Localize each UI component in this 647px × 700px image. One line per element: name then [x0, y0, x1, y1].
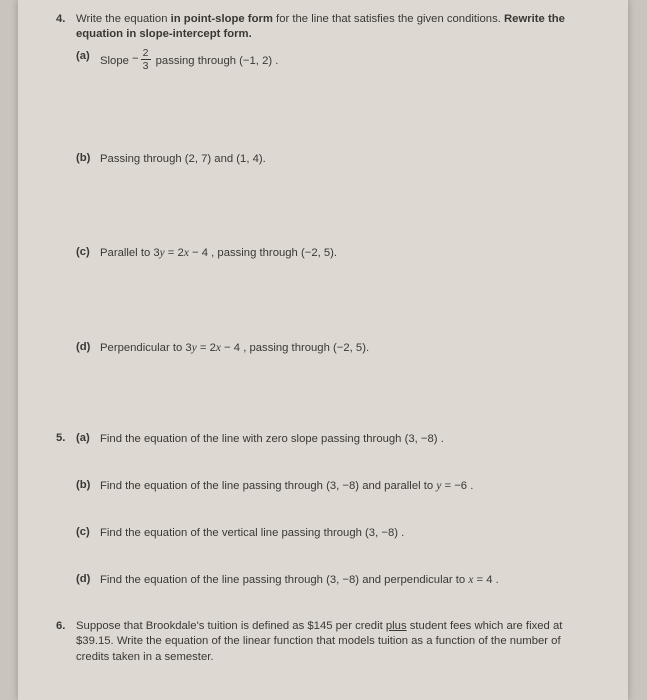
label-4a: (a) — [76, 49, 100, 73]
label-5d: (d) — [76, 572, 100, 589]
q6-pre: Suppose that Brookdale's tuition is defi… — [76, 620, 386, 632]
fraction-icon: 23 — [141, 48, 151, 72]
problem-5d: (d) Find the equation of the line passin… — [76, 572, 594, 589]
text-5d: Find the equation of the line passing th… — [100, 572, 594, 589]
label-5c: (c) — [76, 525, 100, 542]
text-5a: Find the equation of the line with zero … — [100, 431, 594, 448]
problem-5b: (b) Find the equation of the line passin… — [76, 478, 594, 495]
q5d-rhs: = 4 . — [473, 574, 498, 586]
label-5a: (a) — [76, 431, 100, 448]
problem-5: 5. (a) Find the equation of the line wit… — [56, 431, 594, 589]
text-4b: Passing through (2, 7) and (1, 4). — [100, 151, 594, 168]
label-4d: (d) — [76, 340, 100, 357]
problem-4b: (b) Passing through (2, 7) and (1, 4). — [76, 151, 594, 168]
problem-number: 4. — [56, 12, 76, 43]
problem-number: 5. — [56, 431, 76, 448]
worksheet-page: 4. Write the equation in point-slope for… — [18, 0, 628, 700]
q4-stem-b: in point-slope form — [171, 13, 273, 25]
text-5c: Find the equation of the vertical line p… — [100, 525, 594, 542]
text-4c: Parallel to 3y = 2x − 4 , passing throug… — [100, 245, 594, 262]
q4-stem-a: Write the equation — [76, 13, 171, 25]
q4c-post: − 4 , passing through (−2, 5). — [189, 247, 337, 259]
frac-num: 2 — [141, 48, 151, 61]
q4c-pre: Parallel to 3 — [100, 247, 160, 259]
label-4b: (b) — [76, 151, 100, 168]
q5b-pre: Find the equation of the line passing th… — [100, 480, 436, 492]
q4a-neg: − — [132, 51, 139, 68]
problem-4c: (c) Parallel to 3y = 2x − 4 , passing th… — [76, 245, 594, 262]
text-4a: Slope −23 passing through (−1, 2) . — [100, 49, 594, 73]
text-5b: Find the equation of the line passing th… — [100, 478, 594, 495]
problem-4: 4. Write the equation in point-slope for… — [56, 12, 594, 357]
problem-4d: (d) Perpendicular to 3y = 2x − 4 , passi… — [76, 340, 594, 357]
q4a-pre: Slope — [100, 54, 132, 66]
q4d-pre: Perpendicular to 3 — [100, 342, 192, 354]
problem-6-text: Suppose that Brookdale's tuition is defi… — [76, 619, 594, 665]
frac-den: 3 — [141, 60, 151, 72]
q5d-pre: Find the equation of the line passing th… — [100, 574, 468, 586]
problem-4a: (a) Slope −23 passing through (−1, 2) . — [76, 49, 594, 73]
problem-6: 6. Suppose that Brookdale's tuition is d… — [56, 619, 594, 665]
problem-4-text: Write the equation in point-slope form f… — [76, 12, 594, 43]
text-4d: Perpendicular to 3y = 2x − 4 , passing t… — [100, 340, 594, 357]
label-4c: (c) — [76, 245, 100, 262]
label-5b: (b) — [76, 478, 100, 495]
q4d-post: − 4 , passing through (−2, 5). — [221, 342, 369, 354]
q4c-eq: = 2 — [165, 247, 184, 259]
problem-5c: (c) Find the equation of the vertical li… — [76, 525, 594, 542]
problem-5a-row: (a) Find the equation of the line with z… — [76, 431, 594, 448]
q4-stem-c: for the line that satisfies the given co… — [273, 13, 504, 25]
q6-plus: plus — [386, 620, 407, 632]
problem-4-stem: 4. Write the equation in point-slope for… — [56, 12, 594, 43]
q4d-eq: = 2 — [197, 342, 216, 354]
problem-5a: 5. (a) Find the equation of the line wit… — [56, 431, 594, 448]
q4a-post: passing through (−1, 2) . — [153, 54, 279, 66]
problem-number: 6. — [56, 619, 76, 665]
q5b-rhs: = −6 . — [441, 480, 473, 492]
